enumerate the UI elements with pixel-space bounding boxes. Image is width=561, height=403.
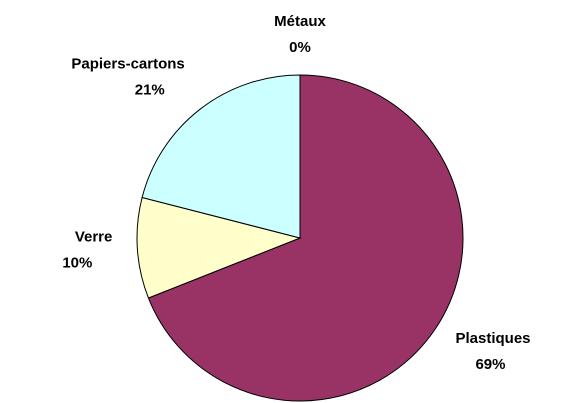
pie-slice xyxy=(136,196,302,299)
slice-label: Plastiques xyxy=(455,330,530,347)
slice-value-label: 10% xyxy=(62,255,92,272)
pie-slice xyxy=(141,74,301,239)
slice-value-label: 69% xyxy=(475,356,505,373)
slice-label: Papiers-cartons xyxy=(71,56,184,73)
slice-value-label: 21% xyxy=(135,82,165,99)
slice-label: Verre xyxy=(75,229,113,246)
slice-value-label: 0% xyxy=(289,39,311,56)
slice-label: Métaux xyxy=(274,13,326,30)
pie-slice xyxy=(147,74,464,402)
